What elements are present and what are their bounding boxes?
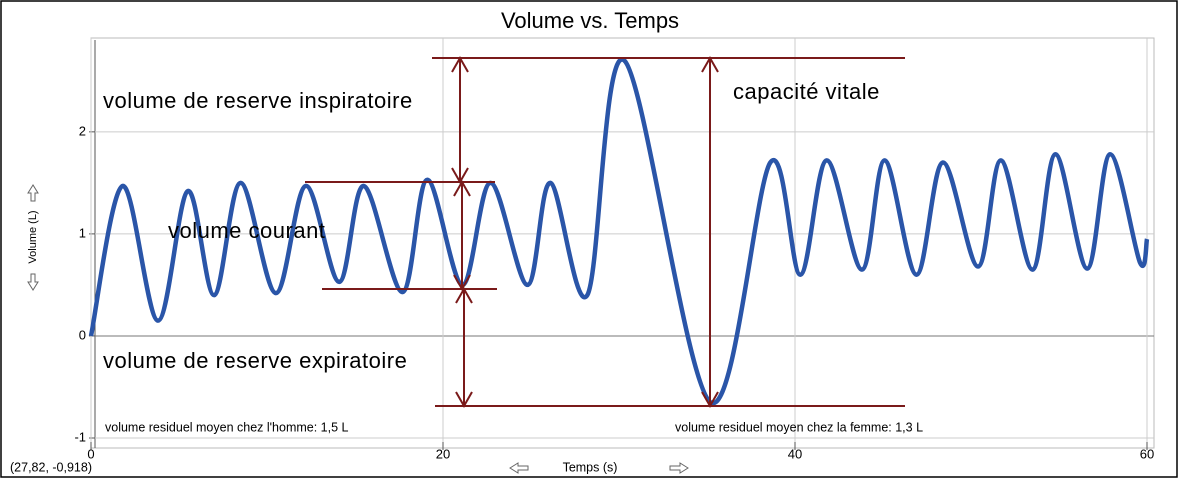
annotation: volume residuel moyen chez la femme: 1,3… — [675, 420, 923, 434]
annotation-arrows — [305, 55, 905, 409]
y-tick-label: 1 — [79, 225, 86, 240]
x-tick-label: 20 — [436, 446, 450, 461]
arrow — [453, 179, 471, 292]
y-axis-label: Volume (L) — [27, 210, 39, 263]
x-tick-label: 60 — [1140, 446, 1154, 461]
y-tick-label: -1 — [74, 429, 86, 444]
annotation: volume de reserve inspiratoire — [103, 88, 413, 113]
x-tick-label: 0 — [87, 446, 94, 461]
annotation: volume courant — [168, 218, 325, 243]
scroll-arrows — [27, 184, 39, 291]
scroll-arrows — [509, 462, 689, 474]
plot-area — [90, 37, 1155, 449]
chart-title: Volume vs. Temps — [501, 8, 679, 33]
arrow — [451, 55, 469, 185]
y-tick-label: 2 — [79, 123, 86, 138]
annotation: volume de reserve expiratoire — [103, 348, 407, 373]
data-line — [88, 57, 1150, 406]
y-tick-label: 0 — [79, 327, 86, 342]
annotation: capacité vitale — [733, 79, 880, 104]
cursor-readout: (27,82, -0,918) — [10, 460, 92, 474]
x-axis-label: Temps (s) — [563, 460, 618, 474]
arrow — [701, 55, 719, 409]
x-tick-label: 40 — [788, 446, 802, 461]
arrow — [455, 286, 473, 409]
annotation: volume residuel moyen chez l'homme: 1,5 … — [105, 420, 349, 434]
